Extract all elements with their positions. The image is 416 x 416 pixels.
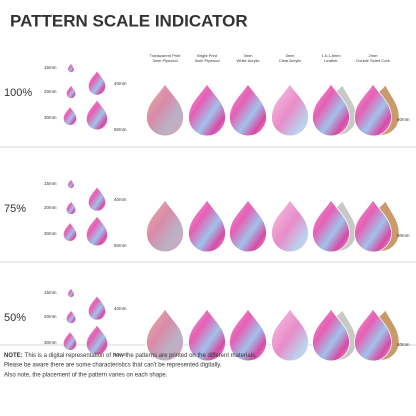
note-text: Please be aware there are some character… [4,363,222,369]
material-label: 3mm [244,53,254,58]
size-label: 15mm [44,290,57,295]
title: PATTERN SCALE INDICATOR [10,11,248,30]
size-label: 15mm [44,181,57,186]
teardrop [89,187,106,211]
size-label: 60mm [397,117,410,122]
size-label: 30mm [44,231,57,236]
size-label: 40mm [114,306,127,311]
note-text: Also note, the placement of the pattern … [4,373,168,379]
teardrop [64,223,77,241]
material-label: 3mm Plywood [152,58,177,63]
teardrop [147,84,184,136]
teardrop [189,200,226,252]
teardrop [68,64,74,72]
size-label: 60mm [397,233,410,238]
size-label: 50mm [114,243,127,248]
material-label: 3mm Plywood [194,58,219,63]
material-label: 2mm [369,53,379,58]
size-label: 30mm [44,340,57,345]
teardrop [272,84,309,136]
teardrop [68,180,74,188]
size-label: 50mm [114,352,127,357]
teardrop [230,84,267,136]
teardrop [67,202,76,215]
material-label: Clear Acrylic [279,58,301,63]
teardrop [89,296,106,320]
size-label: 40mm [114,81,127,86]
material-label: Leather [324,58,338,63]
teardrop [64,332,77,350]
teardrop [272,309,309,361]
size-label: 50mm [114,127,127,132]
teardrop [87,216,108,245]
note-text: This is a digital representation of how … [25,353,257,359]
teardrop [68,289,74,297]
material-label: Transparent Print [150,53,182,58]
material-label: White Acrylic [237,58,260,63]
teardrop [230,200,267,252]
material-label: 3mm [286,53,296,58]
scale-label: 100% [4,87,32,99]
size-label: 20mm [44,314,57,319]
scale-label: 75% [4,203,26,215]
material-label: Double Sided Cork [356,58,390,63]
note-label: NOTE: [4,353,23,359]
size-label: 40mm [114,197,127,202]
scale-label: 50% [4,312,26,324]
material-label: 1.6-1.8mm [321,53,341,58]
teardrop [64,107,77,125]
teardrop [189,84,226,136]
size-label: 15mm [44,65,57,70]
teardrop [87,100,108,129]
material-label: Bright Print [197,53,218,58]
note: NOTE: This is a digital representation of… [4,353,257,359]
teardrop [147,200,184,252]
size-label: 20mm [44,205,57,210]
teardrop [67,86,76,99]
teardrop [67,311,76,324]
teardrop [272,200,309,252]
size-label: 30mm [44,115,57,120]
size-label: 20mm [44,89,57,94]
teardrop [87,325,108,354]
size-label: 60mm [397,342,410,347]
teardrop [89,71,106,95]
